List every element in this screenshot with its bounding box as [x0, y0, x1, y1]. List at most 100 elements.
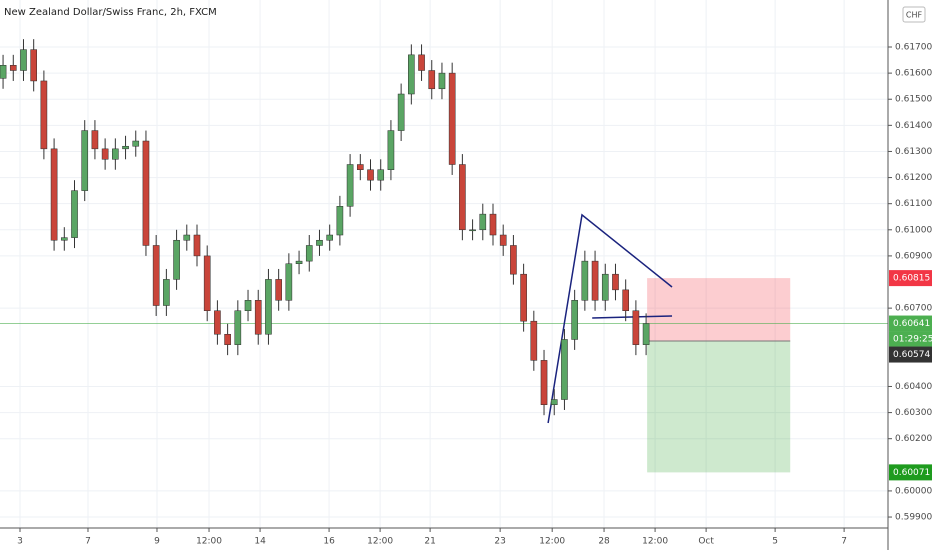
candle-body	[377, 169, 385, 181]
candle-body	[581, 260, 589, 301]
target-price-tag: 0.60071	[893, 468, 930, 478]
candle-body	[591, 260, 599, 301]
candle-body	[601, 273, 609, 301]
stop-price-tag: 0.60815	[893, 274, 930, 284]
candle-body	[336, 206, 344, 236]
candle-body	[183, 234, 191, 241]
candle-body	[142, 140, 150, 246]
candle-body	[112, 148, 119, 160]
candle-body	[459, 164, 466, 231]
candle-body	[418, 54, 425, 71]
candle-body	[20, 49, 27, 71]
candle-body	[244, 300, 252, 311]
candle-body	[40, 80, 48, 150]
candle-body	[469, 229, 476, 232]
y-tick-label: 0.61300	[895, 147, 932, 157]
candles	[0, 39, 650, 416]
candle-body	[479, 213, 487, 231]
x-tick-label: 28	[598, 537, 610, 547]
x-tick-label: Oct	[698, 537, 714, 547]
candle-body	[438, 72, 446, 90]
x-tick-label: 16	[323, 537, 335, 547]
candle-body	[499, 234, 507, 246]
candle-body	[367, 169, 374, 181]
entry-price-tag: 0.60574	[893, 350, 930, 360]
y-tick-label: 0.60200	[895, 434, 932, 444]
stop-zone	[647, 278, 791, 342]
y-tick-label: 0.61700	[895, 43, 932, 53]
candle-body	[642, 323, 650, 345]
candle-body	[448, 72, 456, 165]
candle-body	[254, 300, 262, 335]
candle-body	[224, 333, 231, 345]
candle-body	[561, 339, 568, 400]
target-zone	[647, 341, 791, 473]
countdown-bg	[889, 331, 932, 347]
target-price-tag-bg	[889, 464, 932, 481]
y-tick-label: 0.61600	[895, 69, 932, 79]
candle-body	[60, 237, 68, 241]
candle-body	[81, 130, 89, 191]
candle-body	[326, 234, 333, 241]
entry-price-tag-bg	[889, 346, 932, 363]
candle-body	[101, 148, 109, 160]
candle-body	[71, 190, 78, 238]
x-tick-label: 5	[772, 537, 778, 547]
candle-body	[203, 255, 211, 311]
last-price-tag-bg	[889, 315, 932, 332]
candle-body	[132, 140, 140, 147]
candle-body	[214, 310, 221, 335]
x-tick-label: 12:00	[196, 537, 222, 547]
currency-box	[902, 6, 926, 23]
candle-body	[612, 273, 619, 291]
countdown: 01:29:25	[893, 335, 932, 345]
candle-body	[122, 145, 129, 150]
y-tick-label: 0.61100	[895, 199, 932, 209]
x-tick-label: 9	[154, 537, 160, 547]
candle-body	[397, 93, 405, 131]
candle-body	[193, 234, 201, 257]
candle-body	[265, 279, 272, 335]
y-tick-label: 0.60700	[895, 304, 932, 314]
candle-body	[173, 239, 180, 280]
candle-body	[30, 49, 37, 82]
x-tick-label: 12:00	[367, 537, 393, 547]
x-tick-label: 7	[841, 537, 847, 547]
candle-body	[50, 148, 58, 241]
candle-body	[316, 239, 323, 246]
overlay	[0, 213, 888, 473]
candle-body	[571, 300, 578, 340]
candle-body	[530, 320, 538, 361]
candle-body	[356, 164, 364, 170]
y-tick-label: 0.60300	[895, 408, 932, 418]
candle-body	[489, 213, 497, 236]
candle-body	[540, 360, 548, 405]
x-tick-label: 12:00	[642, 537, 668, 547]
candle-body	[234, 310, 242, 345]
candle-body	[285, 263, 293, 301]
candle-body	[622, 289, 629, 311]
candle-body	[408, 54, 415, 95]
candle-body	[163, 279, 170, 306]
y-tick-label: 0.60400	[895, 382, 932, 392]
y-tick-label: 0.61200	[895, 173, 932, 183]
x-tick-label: 3	[17, 537, 23, 547]
x-tick-label: 7	[85, 537, 91, 547]
chart-title: New Zealand Dollar/Swiss Franc, 2h, FXCM	[4, 7, 217, 18]
x-tick-label: 21	[424, 537, 435, 547]
x-tick-label: 12:00	[539, 537, 565, 547]
stop-price-tag-bg	[889, 270, 932, 287]
x-tick-label: 23	[494, 537, 505, 547]
y-tick-label: 0.61000	[895, 225, 932, 235]
candle-body	[520, 273, 527, 322]
candle-body	[295, 260, 303, 264]
y-tick-label: 0.61400	[895, 121, 932, 131]
candle-body	[152, 245, 160, 306]
y-tick-label: 0.61500	[895, 95, 932, 105]
y-tick-label: 0.60900	[895, 251, 932, 261]
trend-line	[547, 213, 673, 424]
x-tick-label: 14	[254, 537, 266, 547]
